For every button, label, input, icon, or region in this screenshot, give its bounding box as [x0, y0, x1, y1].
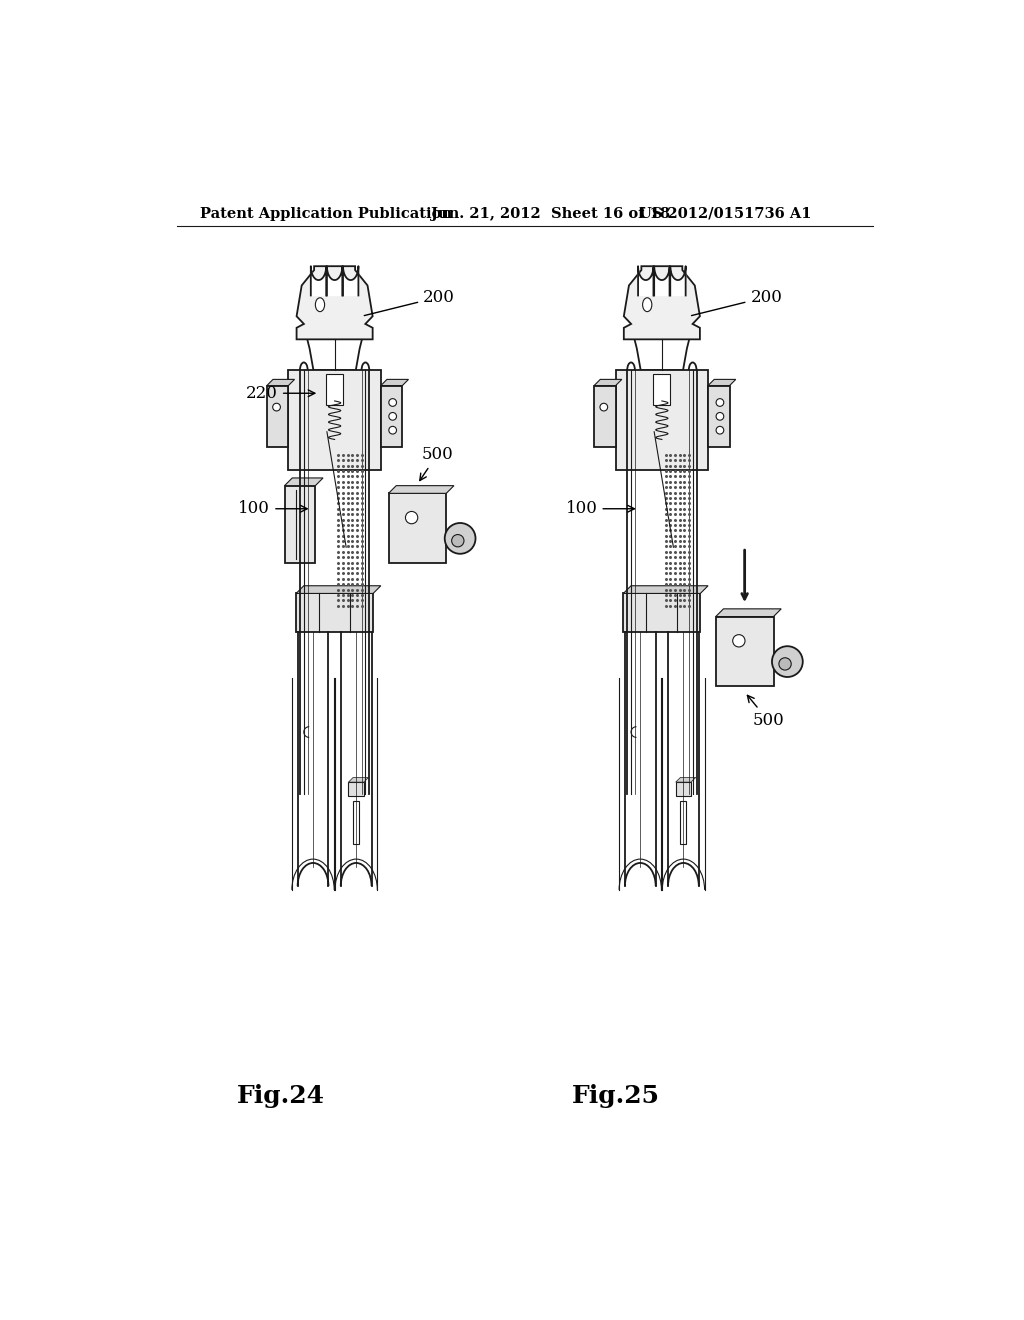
Bar	[708, 385, 730, 447]
Polygon shape	[267, 379, 295, 385]
Bar	[285, 486, 315, 562]
Circle shape	[444, 523, 475, 554]
Polygon shape	[327, 267, 342, 296]
Text: 200: 200	[365, 289, 455, 315]
Bar	[594, 385, 615, 447]
Polygon shape	[654, 267, 670, 296]
Text: 200: 200	[691, 289, 782, 315]
Bar	[267, 385, 289, 447]
Polygon shape	[676, 777, 695, 781]
Ellipse shape	[716, 413, 724, 420]
Ellipse shape	[716, 426, 724, 434]
Polygon shape	[297, 267, 373, 339]
Text: 500: 500	[420, 446, 453, 480]
Polygon shape	[624, 267, 699, 339]
Polygon shape	[348, 777, 369, 781]
Polygon shape	[285, 478, 323, 486]
Text: Fig.25: Fig.25	[571, 1084, 659, 1109]
Bar	[615, 370, 708, 470]
Bar	[353, 801, 359, 843]
Bar	[296, 594, 373, 632]
Text: Fig.24: Fig.24	[237, 1084, 325, 1109]
Polygon shape	[716, 609, 781, 616]
Polygon shape	[296, 586, 381, 594]
Bar	[624, 594, 700, 632]
Bar	[348, 781, 364, 796]
Text: 100: 100	[239, 500, 307, 517]
Text: Jun. 21, 2012  Sheet 16 of 18: Jun. 21, 2012 Sheet 16 of 18	[431, 207, 670, 220]
Bar	[388, 494, 446, 562]
Text: 100: 100	[565, 500, 635, 517]
Polygon shape	[381, 379, 409, 385]
Text: Patent Application Publication: Patent Application Publication	[200, 207, 452, 220]
Ellipse shape	[389, 413, 396, 420]
Polygon shape	[671, 267, 686, 296]
Bar	[326, 374, 343, 405]
Bar	[289, 370, 381, 470]
Polygon shape	[311, 267, 327, 296]
Bar	[381, 385, 402, 447]
Bar	[676, 781, 691, 796]
Ellipse shape	[643, 298, 652, 312]
Polygon shape	[638, 267, 653, 296]
Circle shape	[406, 511, 418, 524]
Polygon shape	[708, 379, 736, 385]
Polygon shape	[388, 486, 454, 494]
Circle shape	[779, 657, 792, 671]
Bar	[716, 616, 773, 686]
Polygon shape	[594, 379, 622, 385]
Text: 220: 220	[246, 384, 314, 401]
Ellipse shape	[389, 399, 396, 407]
Ellipse shape	[389, 426, 396, 434]
Ellipse shape	[315, 298, 325, 312]
Ellipse shape	[716, 399, 724, 407]
Text: US 2012/0151736 A1: US 2012/0151736 A1	[639, 207, 811, 220]
Bar	[680, 801, 686, 843]
Polygon shape	[624, 586, 708, 594]
Circle shape	[733, 635, 745, 647]
Ellipse shape	[600, 404, 607, 411]
Text: 500: 500	[748, 696, 784, 729]
Bar	[653, 374, 671, 405]
Circle shape	[772, 647, 803, 677]
Ellipse shape	[272, 404, 281, 411]
Circle shape	[452, 535, 464, 546]
Polygon shape	[343, 267, 358, 296]
